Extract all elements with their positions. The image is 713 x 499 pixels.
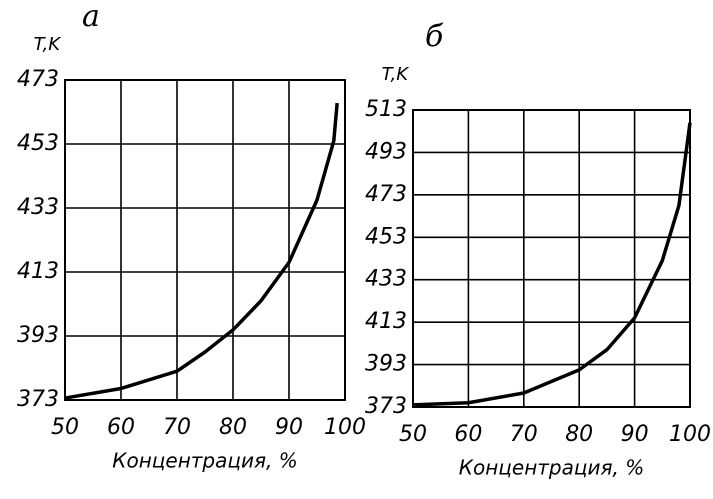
y-tick-label: 433 [365, 267, 407, 292]
plot-frame [64, 79, 346, 401]
x-axis-label: Концентрация, % [459, 456, 644, 480]
x-axis-label: Концентрация, % [112, 449, 297, 473]
y-tick-label: 513 [365, 97, 407, 122]
y-axis-label: T,K [382, 64, 410, 85]
y-tick-label: 473 [365, 182, 407, 207]
y-tick-label: 413 [365, 309, 407, 334]
data-line [64, 102, 339, 400]
x-tick-label: 70 [163, 415, 191, 440]
x-tick-label: 100 [324, 415, 366, 440]
x-tick-label: 60 [454, 422, 482, 447]
y-tick-label: 453 [365, 224, 407, 249]
x-tick-label: 60 [107, 415, 135, 440]
x-tick-label: 80 [565, 422, 593, 447]
y-tick-label: 373 [365, 394, 407, 419]
y-tick-label: 393 [365, 352, 407, 377]
data-line [412, 122, 692, 407]
y-tick-label: 373 [17, 387, 59, 412]
y-tick-label: 453 [17, 131, 59, 156]
y-tick-label: 393 [17, 323, 59, 348]
panel-label: б [425, 19, 444, 54]
y-tick-label: 433 [17, 195, 59, 220]
x-tick-label: 80 [219, 415, 247, 440]
plot-frame [412, 109, 691, 408]
y-axis-label: T,K [34, 34, 62, 55]
y-tick-label: 413 [17, 259, 59, 284]
x-tick-label: 100 [669, 422, 711, 447]
x-tick-label: 50 [399, 422, 427, 447]
x-tick-label: 70 [510, 422, 538, 447]
panel-label: а [82, 0, 100, 34]
x-tick-label: 50 [51, 415, 79, 440]
x-tick-label: 90 [275, 415, 303, 440]
y-tick-label: 473 [17, 67, 59, 92]
y-tick-label: 493 [365, 139, 407, 164]
x-tick-label: 90 [621, 422, 649, 447]
